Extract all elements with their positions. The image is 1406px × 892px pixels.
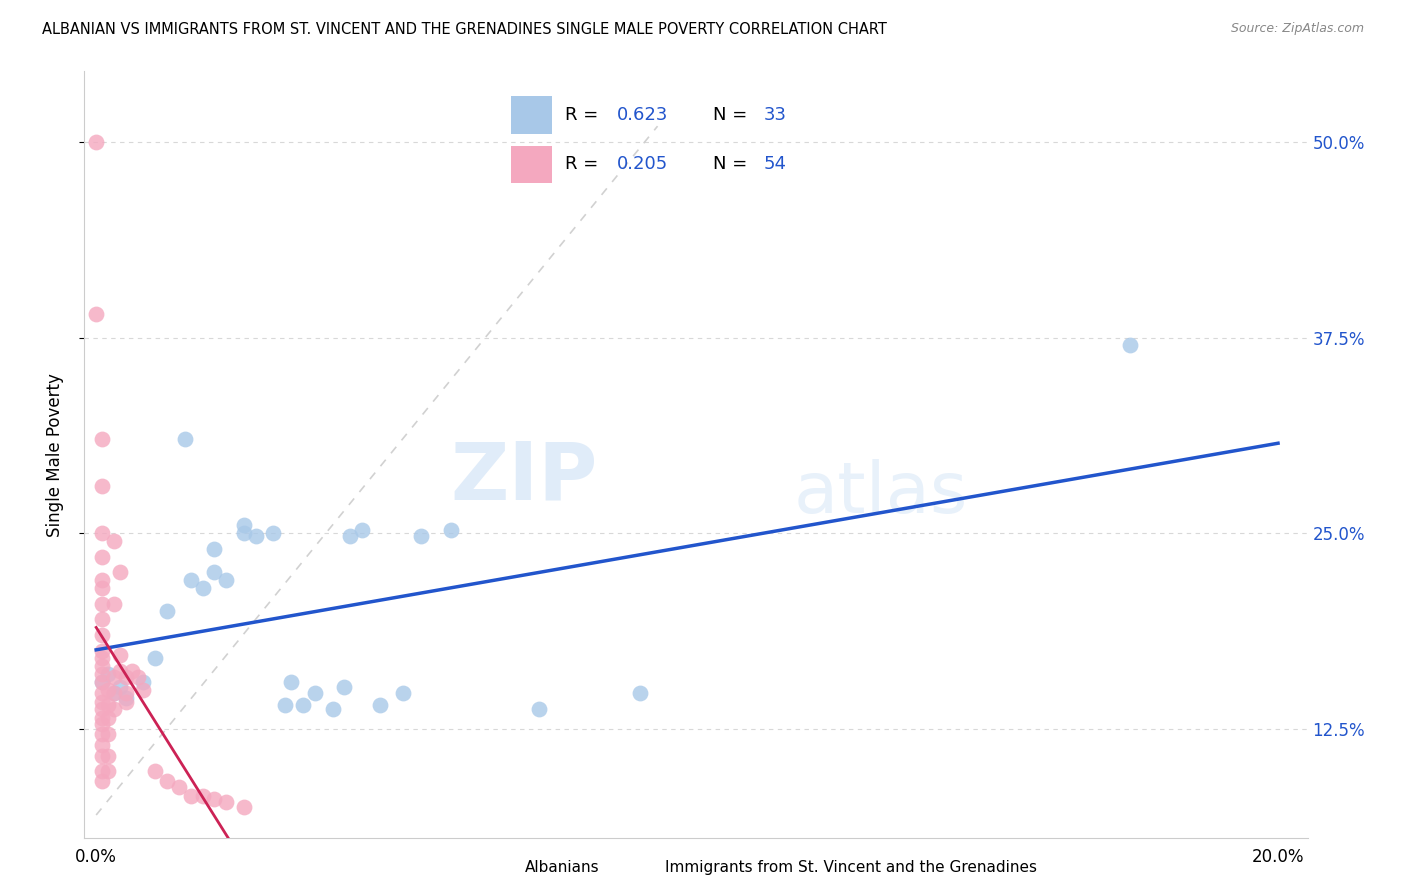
Point (91, 667, 114, 681)
Point (156, 605, 179, 619)
Point (91, 628, 114, 642)
Point (108, 566, 131, 580)
Point (262, 526, 284, 541)
Point (91, 612, 114, 626)
Point (114, 695, 136, 709)
Point (191, 581, 214, 595)
Text: Albanians: Albanians (524, 861, 600, 875)
Point (97, 764, 120, 779)
Point (191, 789, 214, 804)
Point (280, 674, 302, 689)
Point (91, 773, 114, 788)
Point (91, 701, 114, 715)
Point (91, 738, 114, 752)
Point (97, 748, 120, 763)
Point (333, 680, 356, 694)
Point (103, 534, 125, 549)
Point (103, 670, 125, 684)
Point (440, 523, 463, 537)
Point (97, 711, 120, 725)
Point (103, 597, 125, 611)
Text: Source: ZipAtlas.com: Source: ZipAtlas.com (1230, 22, 1364, 36)
Point (97, 682, 120, 697)
Point (103, 686, 125, 700)
Point (91, 643, 114, 657)
Point (91, 686, 114, 700)
Point (91, 717, 114, 731)
Point (202, 541, 225, 556)
Point (339, 529, 361, 543)
Point (91, 726, 114, 740)
Point (91, 764, 114, 779)
Point (132, 674, 155, 689)
Point (91, 581, 114, 595)
Point (274, 698, 297, 713)
Point (143, 651, 166, 665)
Point (232, 800, 254, 814)
Point (232, 526, 254, 541)
Point (108, 680, 131, 694)
Point (91, 573, 114, 587)
Point (156, 773, 179, 788)
Point (215, 796, 238, 810)
Point (121, 664, 143, 678)
Y-axis label: Single Male Poverty: Single Male Poverty (45, 373, 63, 537)
Point (103, 701, 125, 715)
Point (322, 701, 344, 715)
Point (91, 748, 114, 763)
Point (84, 135, 107, 149)
Point (392, 686, 415, 700)
Point (143, 764, 166, 779)
Point (173, 432, 195, 446)
Point (304, 686, 326, 700)
Text: Immigrants from St. Vincent and the Grenadines: Immigrants from St. Vincent and the Gren… (665, 861, 1036, 875)
Point (180, 573, 202, 587)
Point (352, 523, 374, 537)
Point (97, 698, 120, 713)
Point (91, 711, 114, 725)
Point (91, 479, 114, 493)
Point (167, 780, 190, 794)
Text: atlas: atlas (794, 458, 969, 528)
Point (202, 792, 225, 806)
Point (368, 698, 391, 713)
Point (411, 529, 433, 543)
Point (180, 789, 202, 804)
Point (529, 701, 551, 715)
Point (215, 573, 238, 587)
Point (91, 597, 114, 611)
Point (103, 686, 125, 700)
Point (232, 518, 254, 533)
Point (114, 690, 136, 705)
Point (91, 695, 114, 709)
Point (108, 664, 131, 678)
Point (127, 670, 149, 684)
Point (97, 667, 120, 681)
Point (114, 670, 136, 684)
Point (91, 526, 114, 541)
Point (114, 686, 136, 700)
Point (628, 686, 651, 700)
Point (245, 529, 267, 543)
Point (202, 566, 225, 580)
Point (292, 698, 315, 713)
Point (91, 651, 114, 665)
Point (132, 682, 155, 697)
Point (108, 648, 131, 663)
Point (97, 726, 120, 740)
Point (84, 307, 107, 321)
Point (91, 432, 114, 446)
Point (91, 674, 114, 689)
Text: ALBANIAN VS IMMIGRANTS FROM ST. VINCENT AND THE GRENADINES SINGLE MALE POVERTY C: ALBANIAN VS IMMIGRANTS FROM ST. VINCENT … (42, 22, 887, 37)
Point (91, 549, 114, 564)
Point (1119, 338, 1142, 352)
Point (91, 659, 114, 673)
Text: ZIP: ZIP (451, 439, 598, 517)
Point (91, 674, 114, 689)
